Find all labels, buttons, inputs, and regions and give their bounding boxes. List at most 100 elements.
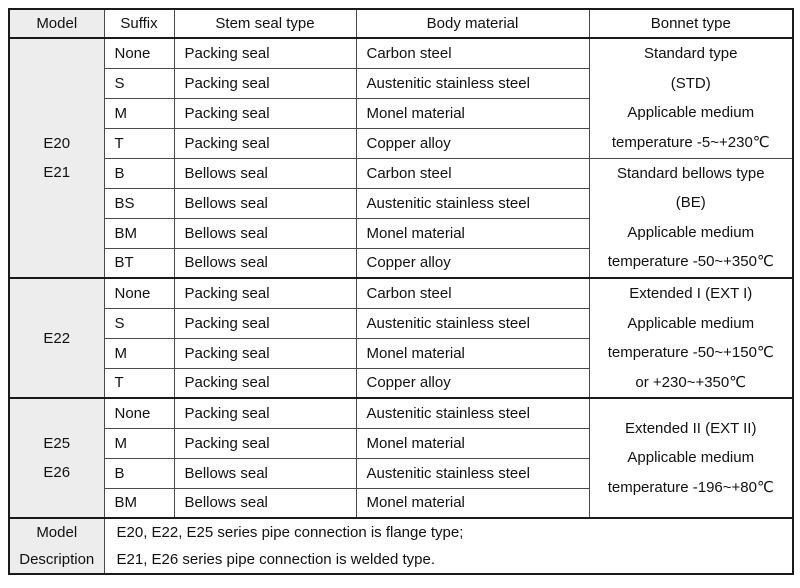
- cell-suffix: B: [103, 457, 175, 489]
- cell-stem-seal-type: Packing seal: [173, 127, 357, 159]
- footer-label-line: Model: [36, 524, 78, 541]
- table-row: M Packing seal Monel material: [9, 427, 793, 459]
- model-label: E20: [43, 135, 71, 152]
- cell-stem-seal-type: Bellows seal: [173, 487, 357, 519]
- table-row: BM Bellows seal Monel material: [9, 217, 793, 249]
- table-row: M Packing seal Monel material: [9, 97, 793, 129]
- bonnet-type-cell: Extended II (EXT II) Applicable medium tem…: [588, 397, 794, 519]
- bonnet-text-line: Extended I (EXT I): [629, 285, 753, 302]
- cell-body-material: Monel material: [355, 337, 590, 369]
- table-header: Model Suffix Stem seal type Body materia…: [8, 8, 794, 39]
- table-row: E25 E26 None Packing seal Austenitic stainle…: [8, 397, 794, 519]
- bonnet-text-line: temperature -5~+230℃: [611, 133, 770, 151]
- cell-suffix: BT: [103, 247, 175, 279]
- bonnet-text-line: Standard bellows type: [616, 164, 765, 182]
- cell-body-material: Copper alloy: [355, 367, 590, 399]
- cell-suffix: BM: [103, 487, 175, 519]
- cell-body-material: Austenitic stainless steel: [355, 187, 590, 219]
- cell-suffix: T: [103, 367, 175, 399]
- bonnet-text-line: or +230~+350℃: [635, 373, 747, 391]
- cell-stem-seal-type: Packing seal: [173, 307, 357, 339]
- cell-stem-seal-type: Packing seal: [173, 367, 357, 399]
- model-group-cell: E22: [8, 277, 105, 399]
- bonnet-text-line: Applicable medium: [627, 314, 755, 332]
- model-group-cell: E20 E21: [8, 37, 105, 279]
- bonnet-text-line: Applicable medium: [627, 104, 755, 122]
- model-label: E26: [43, 464, 71, 481]
- cell-suffix: M: [103, 427, 175, 459]
- cell-stem-seal-type: Packing seal: [173, 37, 357, 69]
- table-row: B Bellows seal Austenitic stainless steel: [9, 457, 793, 489]
- model-label: E25: [43, 435, 71, 452]
- cell-body-material: Carbon steel: [355, 37, 590, 69]
- cell-suffix: None: [103, 277, 175, 309]
- table-row: BM Bellows seal Monel material: [9, 487, 793, 519]
- model-description-label-cell: Model Description: [8, 517, 105, 575]
- cell-suffix: None: [103, 397, 175, 429]
- cell-stem-seal-type: Bellows seal: [173, 157, 357, 189]
- col-header-bonnet-type: Bonnet type: [588, 8, 794, 39]
- bonnet-type-cell: Standard bellows type (BE) Applicable medi…: [588, 157, 794, 279]
- table-row: M Packing seal Monel material: [9, 337, 793, 369]
- cell-stem-seal-type: Packing seal: [173, 337, 357, 369]
- bonnet-text-line: (BE): [675, 194, 706, 212]
- valve-spec-table: Model Suffix Stem seal type Body materia…: [8, 8, 794, 575]
- cell-body-material: Austenitic stainless steel: [355, 307, 590, 339]
- table-row: BS Bellows seal Austenitic stainless steel: [9, 187, 793, 219]
- col-header-body-material: Body material: [355, 8, 590, 39]
- footer-text-line: E20, E22, E25 series pipe connection is …: [116, 524, 464, 541]
- table-row: S Packing seal Austenitic stainless steel: [9, 307, 793, 339]
- cell-stem-seal-type: Bellows seal: [173, 217, 357, 249]
- table-footer: Model Description E20, E22, E25 series p…: [8, 517, 794, 575]
- cell-suffix: T: [103, 127, 175, 159]
- cell-stem-seal-type: Packing seal: [173, 397, 357, 429]
- bonnet-text-line: temperature -50~+150℃: [607, 344, 774, 361]
- table-row: E22 None Packing seal Carbon steel Extended …: [8, 277, 794, 399]
- cell-stem-seal-type: Bellows seal: [173, 247, 357, 279]
- footer-row: Model Description E20, E22, E25 series p…: [8, 517, 794, 575]
- cell-stem-seal-type: Bellows seal: [173, 187, 357, 219]
- cell-suffix: B: [103, 157, 175, 189]
- cell-suffix: BM: [103, 217, 175, 249]
- cell-body-material: Copper alloy: [355, 127, 590, 159]
- cell-body-material: Monel material: [355, 97, 590, 129]
- bonnet-text-line: Standard type: [644, 45, 738, 63]
- cell-body-material: Monel material: [355, 487, 590, 519]
- bonnet-text-line: temperature -50~+350℃: [607, 253, 774, 271]
- cell-body-material: Monel material: [355, 217, 590, 249]
- bonnet-text-line: (STD): [670, 74, 711, 92]
- table-row: B Bellows seal Carbon steel Standard bellow…: [9, 157, 794, 279]
- cell-body-material: Austenitic stainless steel: [355, 457, 590, 489]
- col-header-stem-seal-type: Stem seal type: [173, 8, 357, 39]
- cell-stem-seal-type: Packing seal: [173, 97, 357, 129]
- table-body: E20 E21 None Packing seal Carbon steel Standa…: [8, 37, 794, 519]
- table-row: BT Bellows seal Copper alloy: [9, 247, 793, 279]
- cell-suffix: BS: [103, 187, 175, 219]
- bonnet-type-cell: Extended I (EXT I) Applicable medium tempe…: [588, 277, 794, 399]
- cell-body-material: Austenitic stainless steel: [355, 397, 590, 429]
- cell-stem-seal-type: Packing seal: [173, 427, 357, 459]
- col-header-suffix: Suffix: [103, 8, 175, 39]
- cell-suffix: S: [103, 307, 175, 339]
- footer-text-line: E21, E26 series pipe connection is welde…: [116, 551, 436, 568]
- cell-stem-seal-type: Packing seal: [173, 67, 357, 99]
- cell-body-material: Carbon steel: [355, 277, 590, 309]
- table-row: T Packing seal Copper alloy: [9, 127, 793, 159]
- cell-suffix: M: [103, 97, 175, 129]
- cell-suffix: S: [103, 67, 175, 99]
- table-row: S Packing seal Austenitic stainless steel: [9, 67, 793, 99]
- cell-body-material: Copper alloy: [355, 247, 590, 279]
- bonnet-text-line: Extended II (EXT II): [625, 419, 757, 437]
- bonnet-text-line: Applicable medium: [627, 449, 755, 467]
- model-label: E21: [43, 164, 71, 181]
- bonnet-type-cell: Standard type (STD) Applicable medium tempe…: [588, 37, 794, 159]
- footer-label-line: Description: [19, 551, 95, 568]
- bonnet-text-line: temperature -196~+80℃: [607, 478, 774, 496]
- cell-body-material: Austenitic stainless steel: [355, 67, 590, 99]
- table-row: E20 E21 None Packing seal Carbon steel Standa…: [8, 37, 794, 279]
- header-row: Model Suffix Stem seal type Body materia…: [8, 8, 794, 39]
- cell-suffix: M: [103, 337, 175, 369]
- cell-stem-seal-type: Packing seal: [173, 277, 357, 309]
- bonnet-text-line: Applicable medium: [627, 223, 755, 241]
- model-group-cell: E25 E26: [8, 397, 105, 519]
